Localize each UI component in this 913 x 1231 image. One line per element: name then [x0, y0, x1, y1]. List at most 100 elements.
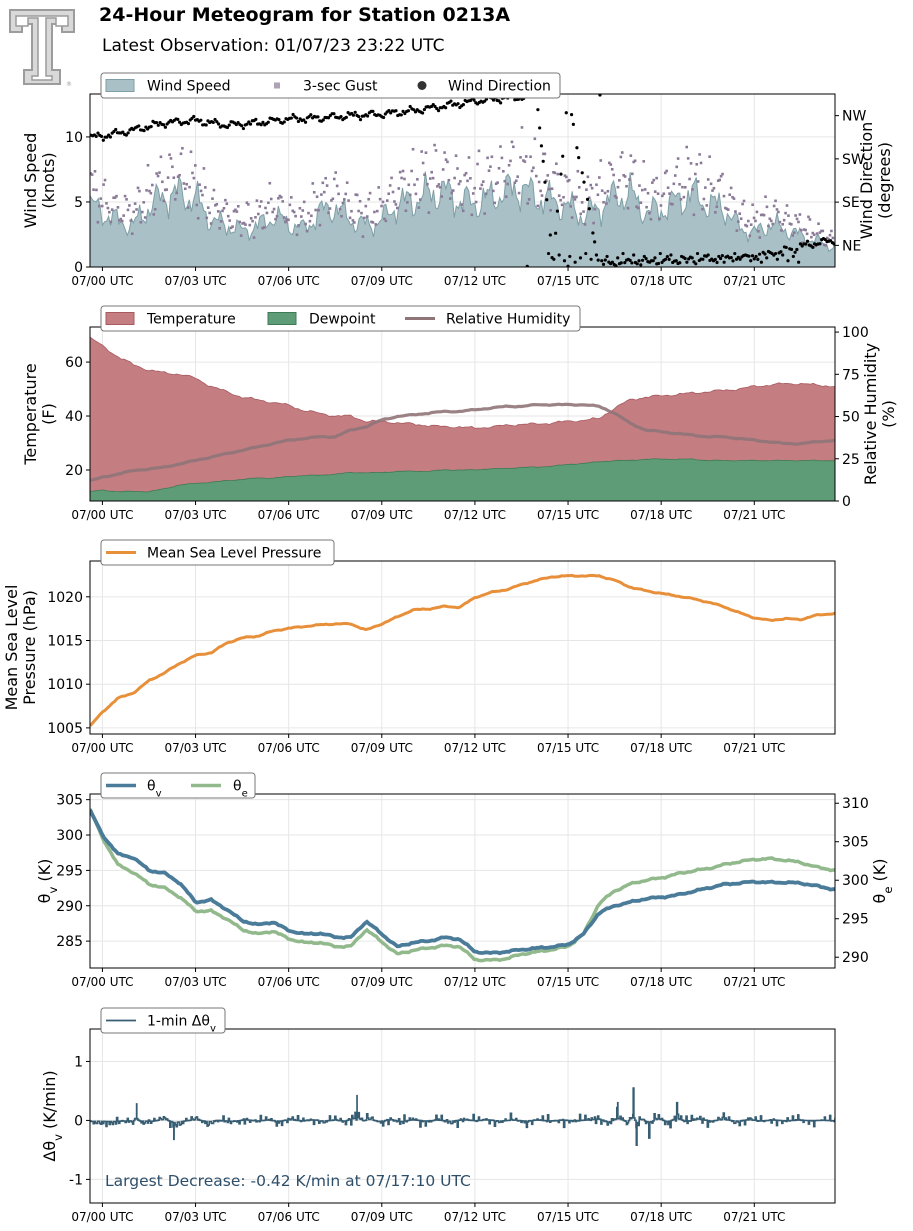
- direction-point: [371, 109, 375, 113]
- gust-marker: [189, 150, 193, 154]
- direction-point: [177, 120, 182, 124]
- direction-point: [715, 260, 719, 265]
- direction-point: [555, 209, 559, 213]
- gust-marker: [105, 202, 108, 205]
- gust-marker: [335, 184, 339, 188]
- gust-marker: [254, 216, 257, 219]
- gust-marker: [762, 213, 766, 217]
- direction-point: [449, 99, 453, 103]
- direction-point: [674, 259, 678, 263]
- y-tick-label: 305: [56, 793, 83, 809]
- gust-marker: [204, 186, 207, 189]
- gust-marker: [651, 181, 654, 184]
- gust-marker: [304, 222, 307, 226]
- dtheta-line: [90, 1087, 835, 1146]
- gust-marker: [509, 159, 512, 163]
- gust-marker: [470, 213, 474, 217]
- gust-marker: [381, 200, 385, 204]
- gust-marker: [566, 179, 570, 183]
- direction-point: [775, 257, 779, 261]
- gust-marker: [279, 195, 283, 199]
- gust-marker: [802, 228, 806, 231]
- gust-marker: [378, 197, 382, 201]
- gust-marker: [334, 171, 338, 174]
- gust-marker: [692, 213, 696, 217]
- gust-marker: [345, 181, 349, 184]
- gust-marker: [196, 216, 200, 220]
- gust-marker: [603, 191, 607, 195]
- gust-marker: [218, 227, 221, 230]
- gust-marker: [583, 223, 587, 226]
- gust-marker: [153, 207, 157, 211]
- y2-axis-label: (%): [879, 400, 898, 428]
- direction-point: [491, 98, 496, 102]
- y-tick-label: 285: [56, 934, 83, 950]
- direction-point: [616, 256, 620, 260]
- gust-marker: [214, 204, 217, 207]
- gust-marker: [629, 154, 633, 157]
- gust-marker: [706, 178, 710, 181]
- x-tick-label: 07/00 UTC: [71, 1210, 133, 1224]
- gust-marker: [506, 182, 509, 186]
- wind-y2label: Wind Direction (degrees): [857, 122, 894, 240]
- gust-marker: [145, 189, 148, 192]
- direction-point: [758, 252, 762, 256]
- y2-tick-label: SW: [842, 152, 865, 168]
- x-tick-label: 07/09 UTC: [351, 741, 413, 755]
- theta-v-line: [90, 808, 835, 956]
- direction-point: [632, 253, 636, 257]
- gust-marker: [222, 206, 226, 210]
- x-tick-label: 07/12 UTC: [444, 274, 506, 288]
- direction-point: [215, 120, 219, 124]
- direction-point: [211, 120, 215, 125]
- direction-point: [296, 119, 301, 124]
- gust-marker: [721, 172, 724, 176]
- direction-point: [241, 126, 246, 131]
- gust-marker: [449, 197, 452, 200]
- gust-marker: [503, 179, 507, 183]
- gust-marker: [828, 233, 832, 237]
- direction-point: [773, 251, 778, 256]
- gust-marker: [151, 183, 154, 187]
- gust-marker: [738, 212, 742, 216]
- gust-marker: [665, 169, 668, 173]
- gust-marker: [668, 192, 671, 195]
- gust-marker: [714, 211, 717, 214]
- gust-marker: [623, 175, 627, 178]
- gust-marker: [317, 208, 320, 212]
- direction-point: [399, 113, 403, 117]
- gust-marker: [340, 214, 343, 218]
- gust-marker: [275, 215, 279, 218]
- gust-marker: [103, 178, 107, 182]
- dtheta-panel: 07/00 UTC 07/03 UTC 07/06 UTC 07/09 UTC 07/1…: [40, 1007, 836, 1224]
- gust-marker: [377, 186, 380, 189]
- gust-marker: [281, 200, 284, 203]
- gust-marker: [385, 199, 389, 202]
- gust-marker: [463, 173, 466, 177]
- gust-marker: [536, 204, 540, 208]
- gust-marker: [681, 185, 684, 189]
- gust-marker: [648, 211, 651, 215]
- direction-point: [149, 125, 153, 129]
- gust-marker: [182, 182, 186, 185]
- gust-marker: [744, 223, 747, 227]
- gust-marker: [115, 194, 118, 198]
- direction-point: [420, 111, 425, 115]
- direction-points: [90, 94, 835, 267]
- direction-point: [722, 260, 726, 264]
- gust-marker: [321, 181, 325, 185]
- gust-marker: [815, 232, 819, 235]
- gust-marker: [312, 190, 316, 194]
- gust-marker: [553, 171, 557, 175]
- gust-marker: [480, 183, 484, 187]
- direction-point: [750, 254, 755, 258]
- gust-marker: [724, 206, 727, 210]
- gust-marker: [688, 177, 691, 181]
- x-tick-label: 07/21 UTC: [723, 975, 785, 989]
- y2-tick-label: SE: [842, 195, 860, 211]
- direction-point: [539, 144, 544, 148]
- gust-marker: [318, 223, 322, 227]
- gust-marker: [669, 202, 673, 206]
- gust-marker: [102, 183, 105, 186]
